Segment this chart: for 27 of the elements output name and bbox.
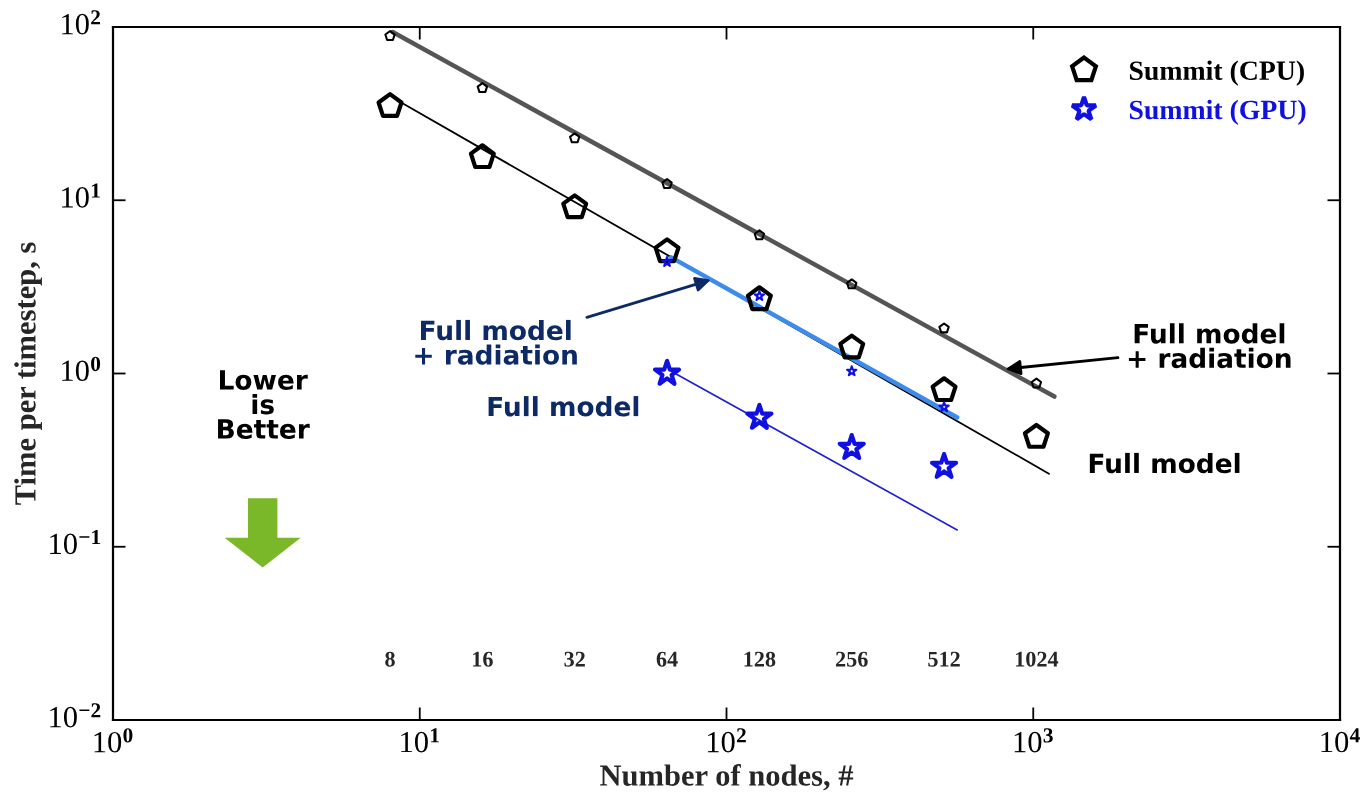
annotation: 1024 xyxy=(1015,651,1059,667)
annotation: 32 xyxy=(564,651,585,667)
annotation: 128 xyxy=(744,651,776,667)
legend-label: Summit (CPU) xyxy=(1129,60,1304,86)
y-tick-label: 10$^{−1}$ xyxy=(50,529,101,555)
x-tick-label: 10$^{2}$ xyxy=(707,728,746,753)
annotation: 256 xyxy=(835,651,868,667)
y-tick-label: 10$^{1}$ xyxy=(62,183,100,208)
annotation: 16 xyxy=(473,651,493,667)
y-axis-title: Time per timestep, s xyxy=(14,242,42,505)
x-tick-label: 10$^{4}$ xyxy=(1321,728,1360,753)
y-tick-label: 10$^{−2}$ xyxy=(50,703,101,728)
annotation: Full model + radiation xyxy=(1128,323,1291,369)
x-tick-label: 10$^{3}$ xyxy=(1014,728,1053,753)
annotation: 512 xyxy=(928,651,960,667)
annotation: Full model xyxy=(1089,452,1240,474)
y-tick-label: 10$^{2}$ xyxy=(62,10,100,35)
legend-label: Summit (GPU) xyxy=(1129,99,1306,125)
annotation: 64 xyxy=(656,651,678,667)
x-tick-label: 10$^{0}$ xyxy=(94,728,133,753)
annotation: 8 xyxy=(385,651,395,667)
annotation: Lower is Better xyxy=(218,370,310,439)
annotation: Full model xyxy=(488,396,639,417)
x-axis-title: Number of nodes, # xyxy=(600,764,854,791)
annotation: Full model + radiation xyxy=(415,319,577,365)
x-tick-label: 10$^{1}$ xyxy=(401,728,439,753)
y-tick-label: 10$^{0}$ xyxy=(62,356,101,382)
